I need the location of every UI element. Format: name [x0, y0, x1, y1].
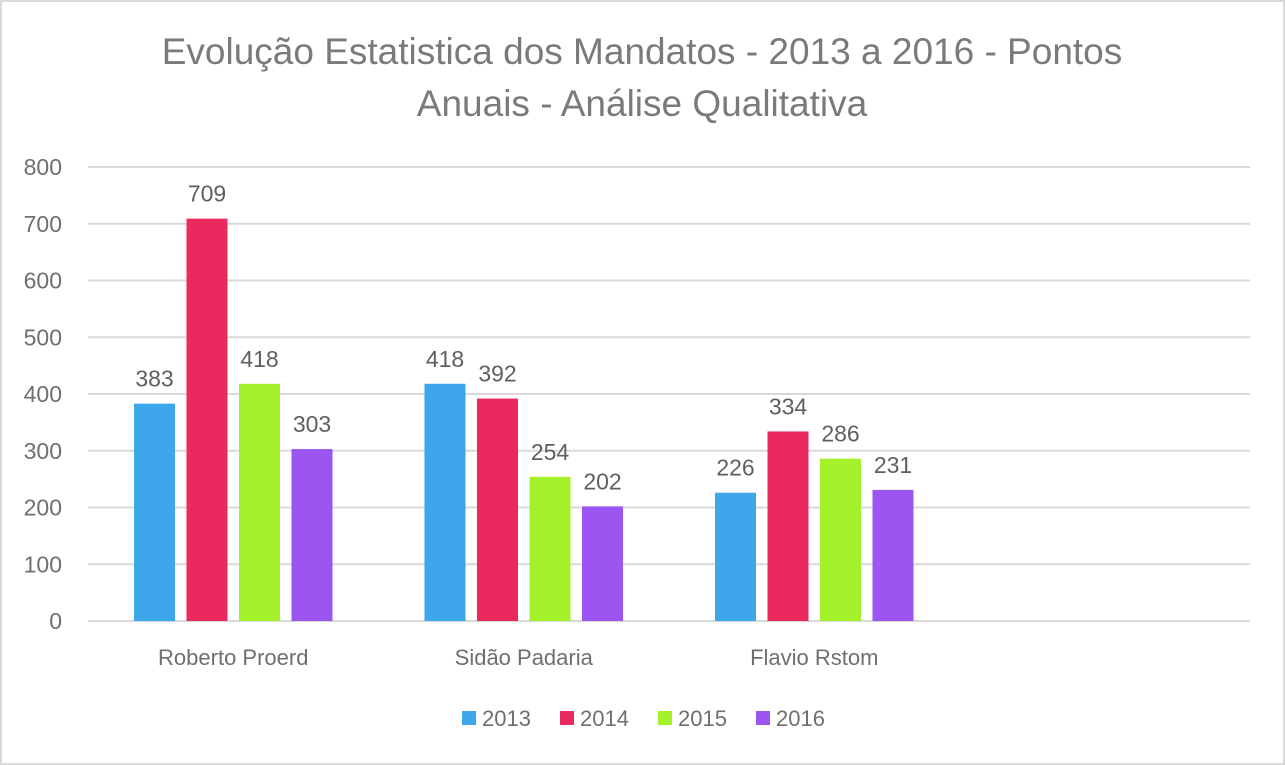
bar-2013: [424, 383, 466, 621]
bar-2013: [134, 403, 175, 621]
data-label: 303: [293, 411, 331, 437]
legend-label: 2016: [776, 706, 825, 731]
data-label: 226: [716, 455, 754, 481]
data-label: 418: [240, 346, 278, 372]
data-label: 202: [583, 468, 621, 494]
legend-swatch: [756, 711, 770, 725]
data-label: 383: [135, 366, 173, 392]
y-tick-label: 400: [24, 381, 62, 407]
legend-label: 2013: [482, 706, 531, 731]
data-label: 231: [874, 452, 912, 478]
y-tick-label: 700: [24, 211, 62, 237]
bar-2013: [715, 492, 756, 621]
legend-item-2014: 2014: [560, 706, 629, 731]
bar-2015: [529, 476, 571, 621]
bar-2014: [767, 431, 809, 621]
y-tick-label: 600: [24, 268, 62, 294]
y-tick-label: 0: [49, 608, 62, 634]
bar-2016: [291, 449, 333, 621]
legend-item-2016: 2016: [756, 706, 825, 731]
bar-2014: [477, 398, 518, 621]
legend-swatch: [560, 711, 574, 725]
x-category-label: Roberto Proerd: [158, 645, 308, 670]
legend-swatch: [462, 711, 476, 725]
chart-title-line-1: Evolução Estatistica dos Mandatos - 2013…: [162, 31, 1123, 72]
y-tick-label: 800: [24, 154, 62, 180]
data-label: 334: [769, 393, 808, 419]
bar-2015: [820, 458, 861, 621]
data-label: 709: [188, 181, 226, 207]
y-tick-label: 300: [24, 438, 62, 464]
legend-swatch: [658, 711, 672, 725]
y-tick-label: 100: [24, 551, 62, 577]
y-tick-label: 200: [24, 495, 62, 521]
bar-2014: [186, 218, 228, 621]
x-category-label: Flavio Rstom: [750, 645, 878, 670]
data-label: 392: [478, 361, 516, 387]
x-category-label: Sidão Padaria: [455, 645, 594, 670]
legend-label: 2015: [678, 706, 727, 731]
bar-2015: [239, 383, 280, 621]
data-label: 286: [821, 421, 859, 447]
y-tick-label: 500: [24, 324, 62, 350]
data-label: 254: [531, 439, 570, 465]
legend-item-2013: 2013: [462, 706, 531, 731]
data-label: 418: [426, 346, 464, 372]
legend-item-2015: 2015: [658, 706, 727, 731]
bar-2016: [582, 506, 623, 621]
bar-2016: [872, 489, 914, 621]
chart-title-line-2: Anuais - Análise Qualitativa: [417, 83, 868, 124]
legend-label: 2014: [580, 706, 629, 731]
